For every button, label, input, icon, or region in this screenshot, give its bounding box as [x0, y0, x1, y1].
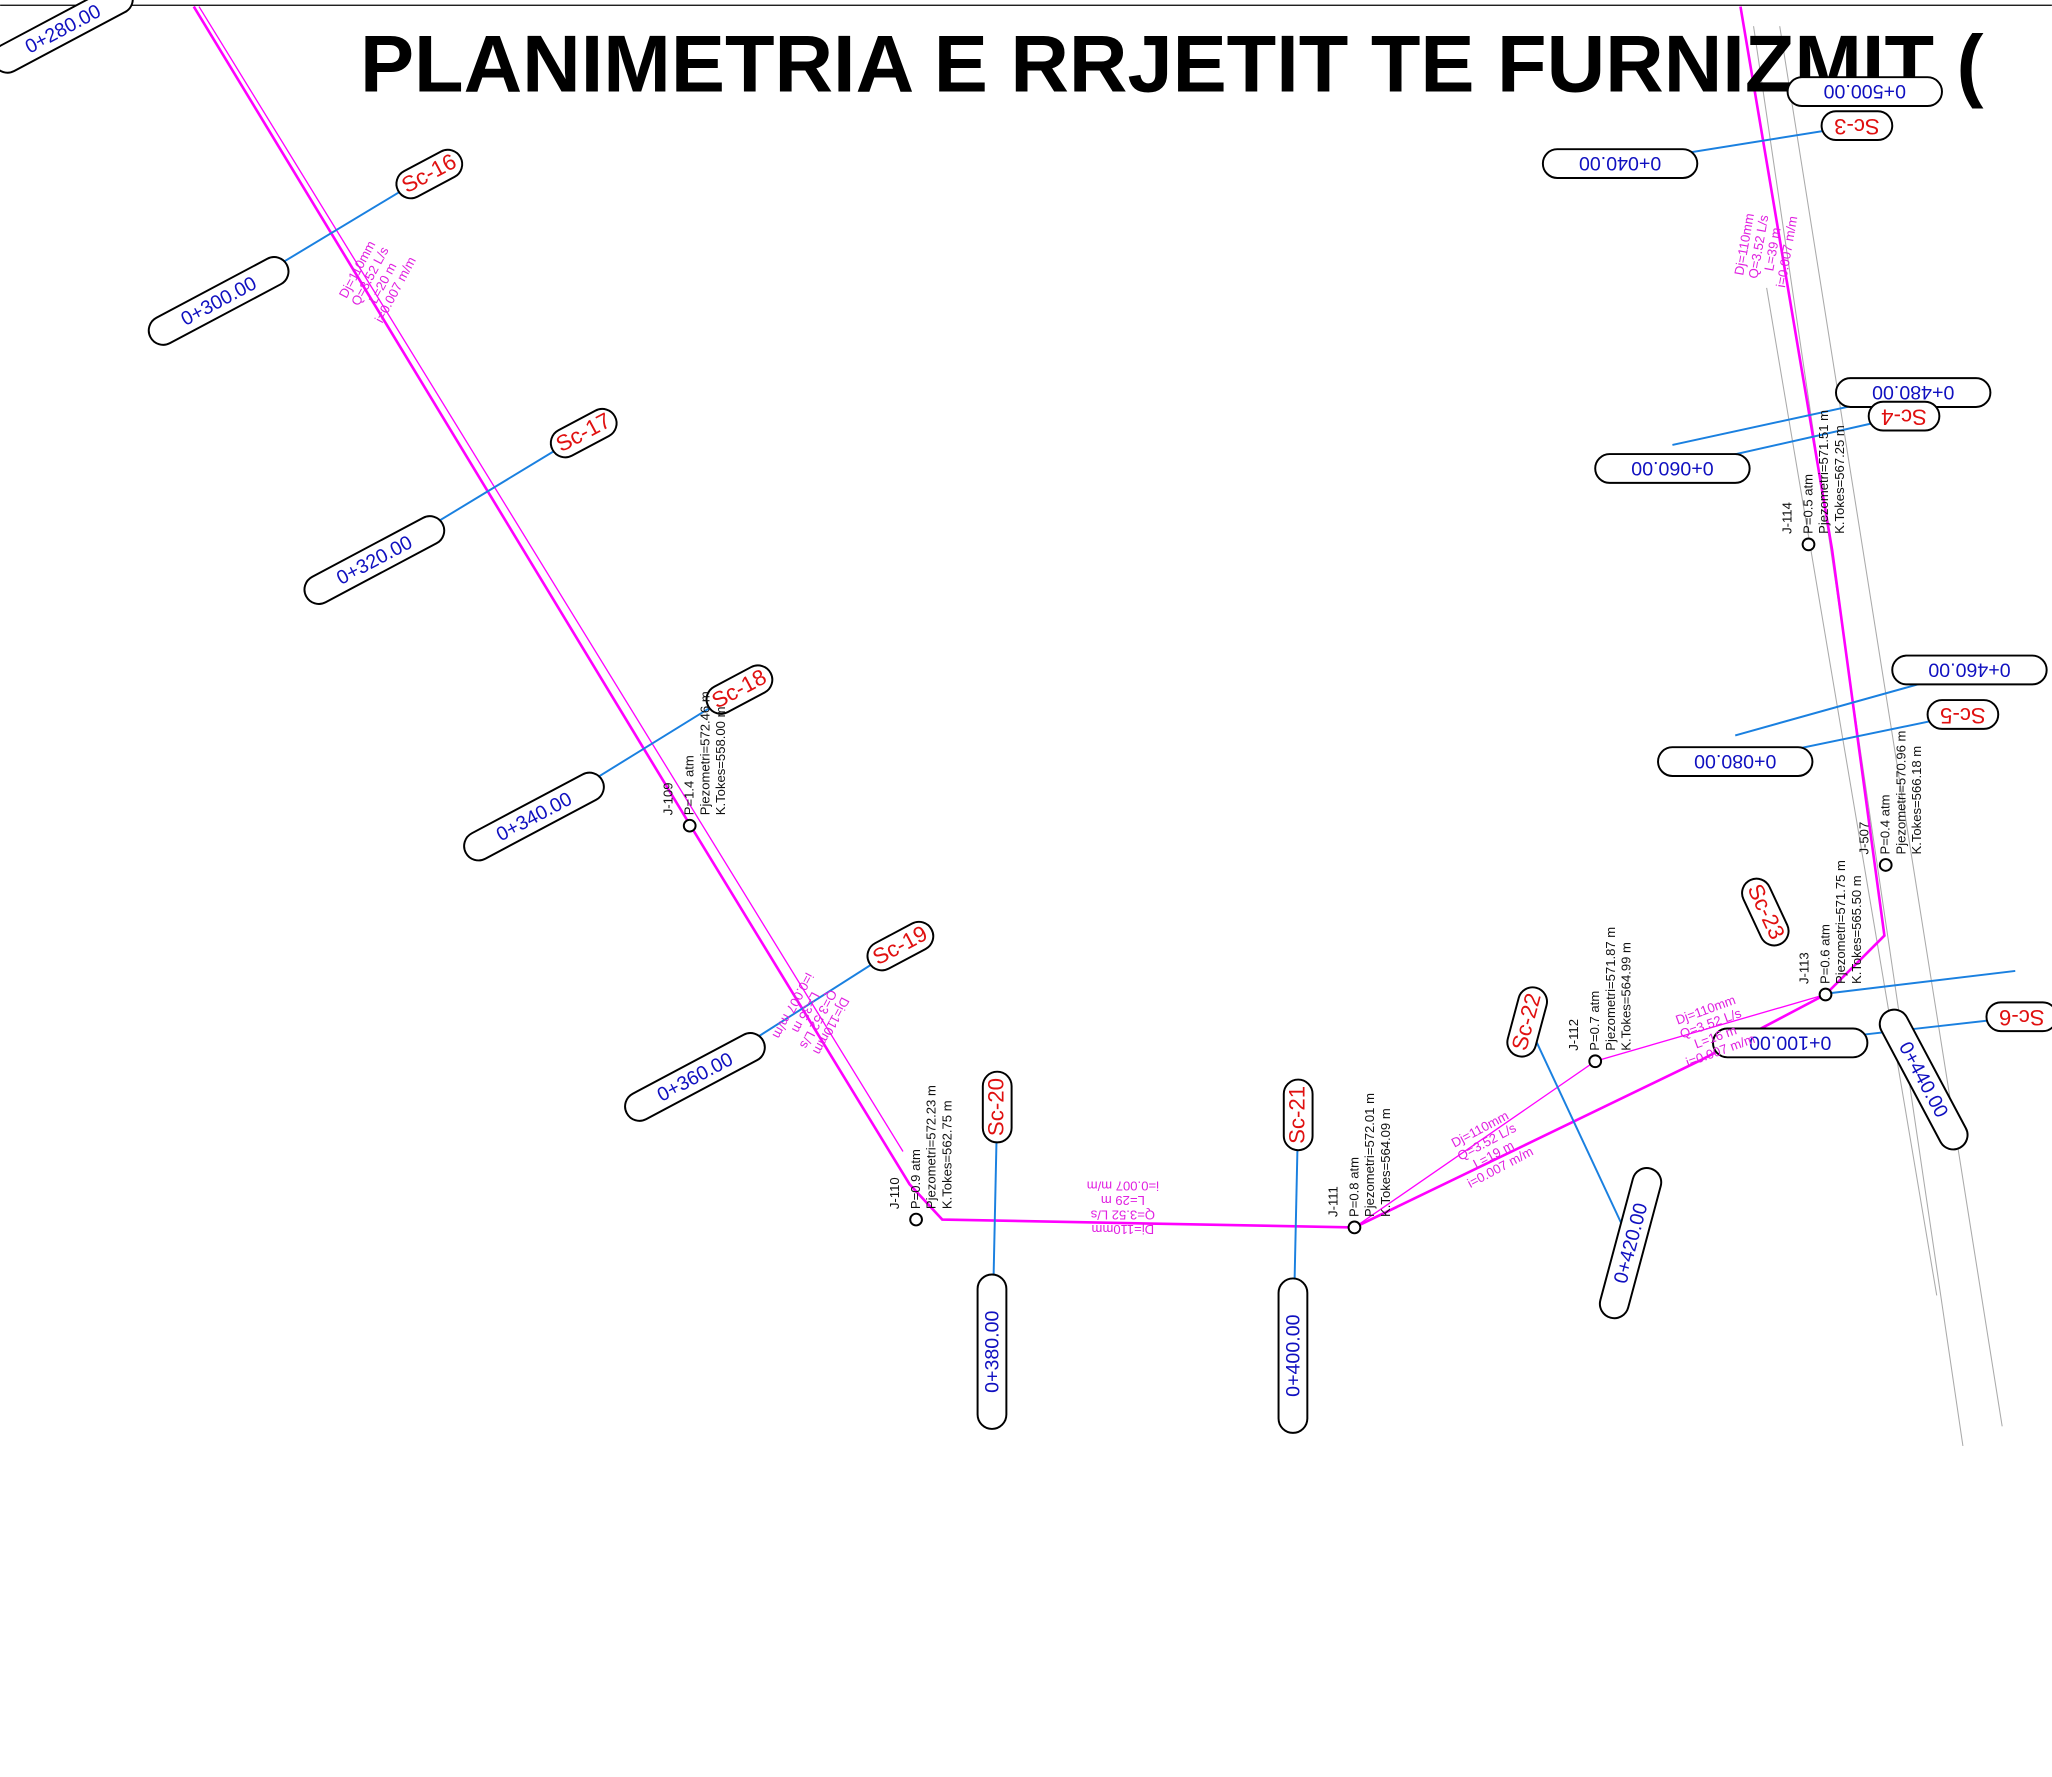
section-label-text: Sc-20 [984, 1078, 1009, 1136]
pipe-flow: Q=3.52 L/s [1090, 1207, 1155, 1222]
junction-piezometer: Pjezometri=572.23 m [924, 1085, 939, 1209]
junction-elevation: K.Tokes=567.25 m [1832, 425, 1847, 534]
junction-info: J-113 P=0.6 atmPjezometri=571.75 mK.Tokes… [1797, 860, 1864, 984]
station-label: 0+080.00 [1658, 747, 1812, 776]
junction-elevation: K.Tokes=566.18 m [1909, 746, 1924, 855]
junction-elevation: K.Tokes=564.09 m [1378, 1108, 1393, 1217]
junction-piezometer: Pjezometri=571.75 m [1833, 860, 1848, 984]
junction-piezometer: Pjezometri=572.46 m [697, 691, 712, 815]
section-label: Sc-22 [1504, 984, 1550, 1060]
junction [910, 1214, 922, 1226]
station-label-text: 0+500.00 [1824, 80, 1906, 102]
station-label: 0+320.00 [299, 511, 449, 609]
junction-pressure: P=1.4 atm [682, 755, 697, 815]
junction-pressure: P=0.7 atm [1587, 991, 1602, 1051]
junction [1820, 989, 1832, 1001]
drawing: PLANIMETRIA E RRJETIT TE FURNIZMIT ( 0+2… [0, 0, 2052, 1777]
section-label: Sc-5 [1928, 700, 1999, 729]
junction-pressure: P=0.8 atm [1346, 1157, 1361, 1217]
junction-pressure: P=0.9 atm [908, 1149, 923, 1209]
junction-id: J-111 [1325, 1186, 1340, 1217]
station-label: 0+460.00 [1892, 656, 2046, 685]
station-label: 0+280.00 [0, 0, 138, 78]
section-label: Sc-6 [1986, 1002, 2052, 1031]
junction-id: J-113 [1797, 952, 1812, 984]
junction-pressure: P=0.4 atm [1878, 794, 1893, 854]
junction-id: J-112 [1566, 1019, 1581, 1051]
section-label-text: Sc-3 [1834, 114, 1880, 139]
station-label-text: 0+040.00 [1579, 152, 1661, 174]
station-label: 0+420.00 [1597, 1165, 1665, 1322]
station-label: 0+400.00 [1279, 1278, 1308, 1432]
junction [1349, 1222, 1361, 1234]
junction-piezometer: Pjezometri=571.51 m [1816, 410, 1831, 534]
junction-id: J-110 [887, 1177, 902, 1209]
section-label-text: Sc-4 [1881, 405, 1927, 430]
section-label-text: Sc-6 [1999, 1005, 2045, 1030]
station-label: 0+040.00 [1543, 149, 1697, 178]
junction-piezometer: Pjezometri=571.87 m [1603, 927, 1618, 1051]
junction [1589, 1055, 1601, 1067]
junction-elevation: K.Tokes=565.50 m [1849, 875, 1864, 984]
section-label: Sc-4 [1869, 402, 1940, 431]
junction-piezometer: Pjezometri=570.96 m [1893, 730, 1908, 854]
junction [1880, 859, 1892, 871]
station-label: 0+060.00 [1595, 454, 1749, 483]
junction-piezometer: Pjezometri=572.01 m [1362, 1093, 1377, 1217]
section-label: Sc-20 [983, 1072, 1012, 1143]
junction-elevation: K.Tokes=558.00 m [713, 706, 728, 815]
station-label-text: 0+080.00 [1694, 750, 1776, 772]
station-label: 0+300.00 [144, 252, 294, 350]
section-label-text: Sc-5 [1940, 703, 1986, 728]
station-label: 0+500.00 [1788, 77, 1942, 106]
section-label: Sc-16 [391, 145, 467, 204]
pipe-slope: i=0.007 m/m [1087, 1179, 1159, 1194]
section-label: Sc-3 [1822, 111, 1893, 140]
section-label: Sc-21 [1284, 1080, 1313, 1151]
junction [1803, 538, 1815, 550]
station-label-text: 0+100.00 [1749, 1031, 1831, 1053]
junction-elevation: K.Tokes=564.99 m [1619, 942, 1634, 1051]
station-label-text: 0+400.00 [1282, 1314, 1304, 1396]
pipe-length: L=29 m [1101, 1193, 1145, 1208]
station-label-text: 0+060.00 [1631, 457, 1713, 479]
lateral-lines [63, 3, 2022, 1356]
section-label-text: Sc-21 [1285, 1086, 1310, 1144]
junction-pressure: P=0.5 atm [1800, 474, 1815, 534]
station-label-text: 0+480.00 [1872, 381, 1954, 403]
station-label-text: 0+380.00 [982, 1310, 1004, 1392]
station-label: 0+360.00 [620, 1028, 770, 1126]
junction-id: J-109 [661, 783, 676, 816]
station-label-text: 0+460.00 [1928, 658, 2010, 680]
station-label: 0+380.00 [978, 1275, 1007, 1429]
station-label: 0+340.00 [459, 768, 609, 866]
title: PLANIMETRIA E RRJETIT TE FURNIZMIT ( [360, 20, 1984, 110]
section-label: Sc-23 [1737, 874, 1793, 950]
junction-id: J-507 [1857, 822, 1872, 855]
junction-pressure: P=0.6 atm [1817, 924, 1832, 984]
section-label: Sc-19 [862, 917, 938, 976]
page: PLANIMETRIA E RRJETIT TE FURNIZMIT ( 0+2… [0, 0, 2052, 1777]
pipe-diameter: Dj=110mm [1091, 1222, 1154, 1237]
junction-elevation: K.Tokes=562.75 m [939, 1100, 954, 1209]
junction-id: J-114 [1779, 502, 1794, 534]
section-label: Sc-17 [546, 404, 622, 463]
junction [684, 820, 696, 832]
